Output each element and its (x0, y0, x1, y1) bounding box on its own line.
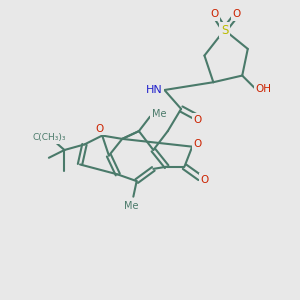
Text: HN: HN (146, 85, 162, 95)
Text: O: O (210, 9, 219, 20)
Text: S: S (221, 23, 228, 37)
Text: Me: Me (152, 110, 166, 119)
Text: O: O (210, 9, 219, 20)
Text: Me: Me (124, 201, 138, 211)
Text: O: O (194, 115, 202, 125)
Text: O: O (200, 175, 208, 185)
Text: O: O (232, 9, 241, 20)
Text: OH: OH (256, 84, 272, 94)
Text: O: O (194, 140, 202, 149)
Text: O: O (194, 140, 202, 149)
Text: OH: OH (256, 84, 272, 94)
Text: O: O (232, 9, 241, 20)
Text: O: O (194, 115, 202, 125)
Text: S: S (221, 23, 228, 37)
Text: HN: HN (146, 85, 162, 95)
Text: Me: Me (124, 201, 138, 211)
Text: Me: Me (152, 110, 166, 119)
Text: C(CH₃)₃: C(CH₃)₃ (32, 133, 66, 142)
Text: O: O (96, 124, 104, 134)
Text: O: O (96, 124, 104, 134)
Text: C(CH₃)₃: C(CH₃)₃ (32, 133, 66, 142)
Text: O: O (200, 175, 208, 185)
